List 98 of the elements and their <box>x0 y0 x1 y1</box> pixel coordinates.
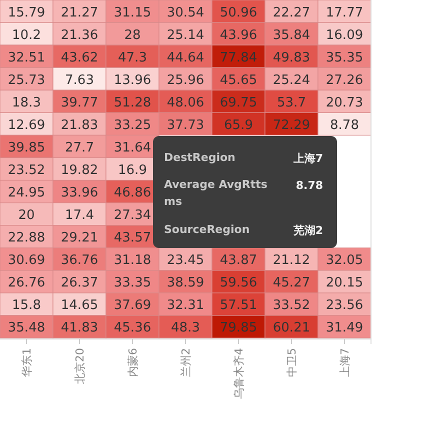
data-label: 35.84 <box>272 28 310 43</box>
data-label: 77.84 <box>220 50 258 66</box>
data-label: 25.96 <box>166 72 204 88</box>
data-label: 45.65 <box>220 72 258 88</box>
data-label: 16.09 <box>326 28 364 43</box>
data-label: 35.48 <box>8 320 46 336</box>
annotation: SourceRegion <box>164 222 251 238</box>
data-label: 21.83 <box>60 118 98 133</box>
data-label: 43.57 <box>114 230 152 246</box>
data-label: 16.9 <box>118 163 147 178</box>
data-label: 39.77 <box>60 95 98 110</box>
data-label: 31.15 <box>114 5 152 20</box>
data-label: 22.88 <box>8 230 46 246</box>
data-label: 10.2 <box>12 28 41 43</box>
annotation: 8.78 <box>296 179 323 192</box>
data-label: 27.26 <box>326 72 364 88</box>
data-label: 44.64 <box>166 50 204 66</box>
data-label: 30.54 <box>166 5 204 20</box>
data-label: 21.27 <box>60 5 98 20</box>
data-label: 23.56 <box>326 298 364 314</box>
data-label: 46.86 <box>114 186 152 201</box>
data-label: 20.73 <box>326 95 364 110</box>
data-label: 30.69 <box>8 253 46 268</box>
data-label: 31.18 <box>114 253 152 268</box>
annotation: Average AvgRtts ms <box>164 177 268 210</box>
data-label: 27.34 <box>114 208 152 224</box>
data-label: 49.83 <box>272 50 310 66</box>
data-label: 23.45 <box>166 253 204 268</box>
data-label: 57.51 <box>220 298 258 314</box>
data-label: 24.95 <box>8 186 46 201</box>
data-label: 32.51 <box>8 50 46 66</box>
x-tick-label: 内蒙6 <box>126 348 140 377</box>
data-label: 25.24 <box>272 72 310 88</box>
data-label: 23.52 <box>8 163 46 178</box>
data-label: 59.56 <box>220 276 258 291</box>
data-label: 29.21 <box>60 230 98 246</box>
data-label: 79.85 <box>220 320 258 336</box>
data-label: 32.05 <box>326 253 364 268</box>
x-tick-label: 乌鲁木齐4 <box>232 348 246 399</box>
data-label: 31.64 <box>114 140 152 156</box>
data-label: 19.82 <box>60 163 98 178</box>
data-label: 65.9 <box>224 118 253 133</box>
data-label: 21.36 <box>60 28 98 43</box>
data-label: 26.37 <box>60 276 98 291</box>
data-label: 20.15 <box>326 276 364 291</box>
data-label: 33.96 <box>60 186 98 201</box>
data-label: 37.69 <box>114 298 152 314</box>
annotation: 芜湖2 <box>292 224 323 237</box>
x-tick-label: 上海7 <box>338 348 352 377</box>
data-label: 15.79 <box>8 5 46 20</box>
data-label: 43.62 <box>60 50 98 66</box>
data-label: 27.7 <box>65 140 94 156</box>
data-label: 35.35 <box>326 50 364 66</box>
data-label: 20 <box>18 208 35 224</box>
data-label: 15.8 <box>12 298 41 314</box>
data-label: 48.06 <box>166 95 204 110</box>
data-label: 17.77 <box>326 5 364 20</box>
data-label: 60.21 <box>272 320 310 336</box>
data-label: 45.36 <box>114 320 152 336</box>
data-label: 38.59 <box>166 276 204 291</box>
data-label: 12.69 <box>8 118 46 133</box>
data-label: 25.73 <box>8 72 46 88</box>
data-label: 21.12 <box>272 253 310 268</box>
data-label: 36.76 <box>60 253 98 268</box>
x-tick-label: 兰州2 <box>180 348 192 377</box>
data-label: 39.85 <box>8 140 46 156</box>
data-label: 14.65 <box>60 298 98 314</box>
data-label: 53.7 <box>277 95 306 110</box>
x-tick-label: 中卫5 <box>286 348 298 377</box>
data-label: 43.96 <box>220 28 258 43</box>
data-label: 32.31 <box>166 298 204 314</box>
x-tick-label: 华东1 <box>20 348 34 377</box>
x-tick-label: 北京20 <box>74 348 86 384</box>
annotation: DestRegion <box>164 150 236 166</box>
data-label: 22.27 <box>272 5 310 20</box>
data-label: 8.78 <box>330 118 359 133</box>
data-label: 26.76 <box>8 276 46 291</box>
data-label: 43.87 <box>220 253 258 268</box>
data-label: 45.27 <box>272 276 310 291</box>
data-label: 69.75 <box>220 95 258 110</box>
annotation: 上海7 <box>292 152 323 165</box>
data-label: 25.14 <box>166 28 204 43</box>
data-label: 18.3 <box>12 95 41 110</box>
data-label: 47.3 <box>118 50 147 66</box>
data-label: 33.52 <box>272 298 310 314</box>
data-label: 72.29 <box>272 118 310 133</box>
data-label: 7.63 <box>65 72 94 88</box>
data-label: 33.25 <box>114 118 152 133</box>
data-label: 31.49 <box>326 320 364 336</box>
data-label: 37.73 <box>166 118 204 133</box>
data-label: 17.4 <box>65 208 94 224</box>
data-label: 13.96 <box>114 72 152 88</box>
data-label: 28 <box>124 28 141 43</box>
data-label: 50.96 <box>220 5 258 20</box>
data-label: 51.28 <box>114 95 152 110</box>
data-label: 48.3 <box>171 320 200 336</box>
data-label: 41.83 <box>60 320 98 336</box>
data-label: 33.35 <box>114 276 152 291</box>
